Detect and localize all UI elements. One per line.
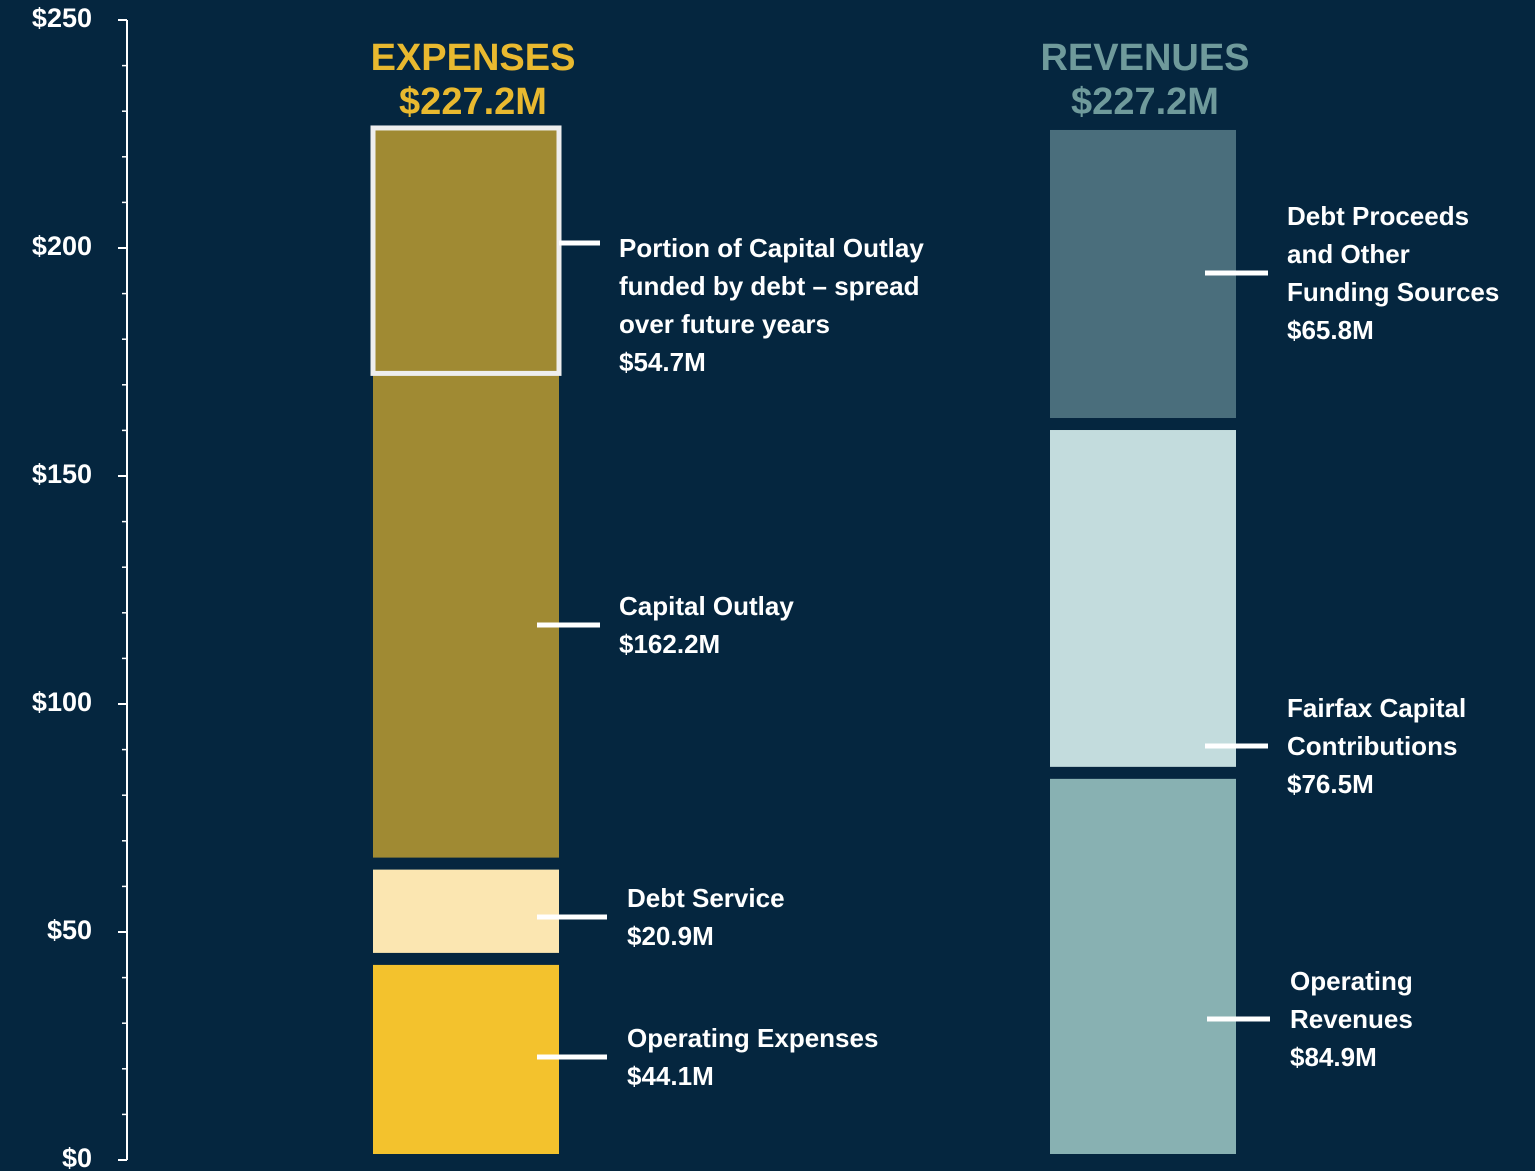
segment-label: Debt Service $20.9M [627,879,785,955]
y-tick-label: $0 [62,1143,92,1171]
segment-name: Operating Expenses [627,1023,879,1053]
stack-title: EXPENSES [371,37,576,79]
segment-name: Capital Outlay [619,591,794,621]
y-tick-label: $100 [32,687,92,717]
bar-segment [1050,778,1236,1154]
segment-value: $162.2M [619,629,721,659]
bar-segment [373,129,559,858]
bar-segment [373,964,559,1154]
bar-segment [1050,430,1236,767]
segment-label: Operating Expenses $44.1M [627,1019,878,1095]
stack-total: $227.2M [1071,81,1219,123]
segment-label: Operating Revenues $84.9M [1290,962,1413,1076]
segment-label: Fairfax Capital Contributions $76.5M [1287,689,1466,803]
y-tick-label: $50 [47,915,92,945]
segment-name: Operating Revenues [1290,966,1413,1034]
highlight-name: Portion of Capital Outlay funded by debt… [619,233,924,339]
segment-name: Debt Proceeds and Other Funding Sources [1287,201,1500,307]
stack-total: $227.2M [399,81,547,123]
highlight-value: $54.7M [619,347,706,377]
segment-name: Debt Service [627,883,785,913]
segment-label: Debt Proceeds and Other Funding Sources $… [1287,197,1499,349]
segment-name: Fairfax Capital Contributions [1287,693,1467,761]
stack-title: REVENUES [1040,37,1249,79]
segment-value: $65.8M [1287,315,1374,345]
y-tick-label: $200 [32,231,92,261]
bar-segment [373,869,559,953]
segment-value: $84.9M [1290,1042,1377,1072]
segment-value: $44.1M [627,1061,714,1091]
highlight-box [370,125,562,376]
y-tick-label: $150 [32,459,92,489]
highlight-label: Portion of Capital Outlay funded by debt… [619,229,924,381]
y-tick-label: $250 [32,3,92,33]
segment-value: $20.9M [627,921,714,951]
segment-label: Capital Outlay $162.2M [619,587,794,663]
segment-value: $76.5M [1287,769,1374,799]
